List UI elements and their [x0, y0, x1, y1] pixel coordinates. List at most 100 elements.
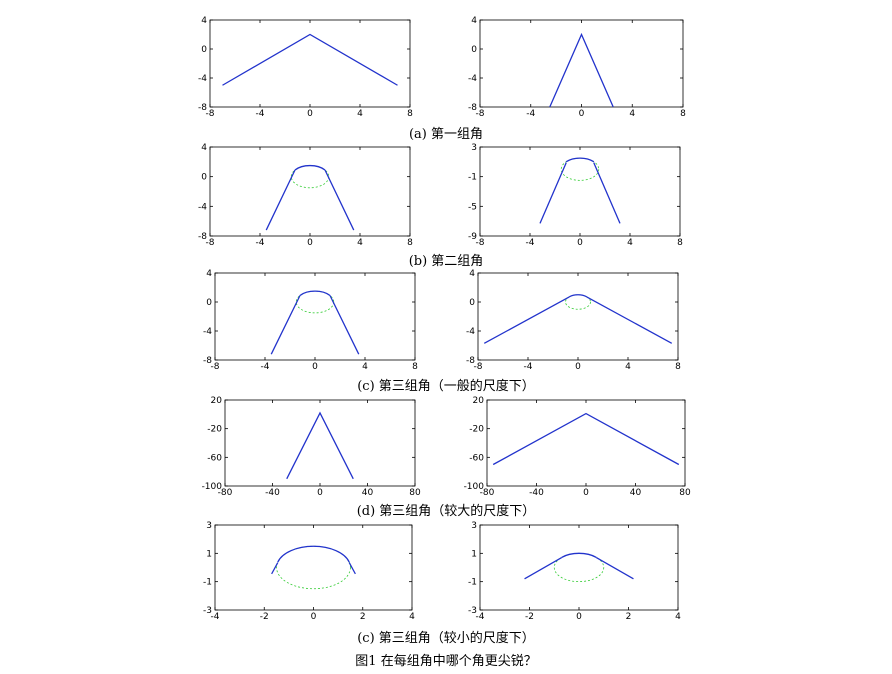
caption-row-e: (c) 第三组角（较小的尺度下） [357, 631, 535, 646]
corner-arc [561, 552, 597, 558]
x-tick-label: 40 [362, 488, 374, 498]
x-tick-label: 8 [680, 109, 686, 119]
x-tick-label: -40 [529, 488, 544, 498]
osculating-circle [565, 294, 591, 310]
y-tick-label: 3 [206, 521, 212, 531]
x-tick-label: 0 [577, 238, 583, 248]
y-tick-label: 0 [469, 298, 475, 308]
y-tick-label: -4 [466, 327, 475, 337]
plot-frame [209, 19, 411, 108]
corner-line [549, 32, 614, 108]
x-tick-label: -4 [476, 612, 485, 622]
x-tick-label: 4 [409, 612, 415, 622]
y-tick-label: -60 [469, 453, 484, 463]
x-tick-label: -8 [476, 109, 485, 119]
x-tick-label: 4 [362, 362, 368, 372]
y-tick-label: -1 [468, 578, 477, 588]
y-tick-label: -8 [466, 356, 475, 366]
y-tick-label: -8 [198, 232, 207, 242]
x-tick-label: 0 [575, 362, 581, 372]
chart-c-left: -8 -4 0 4 8 4 0 -4 -8 [203, 269, 418, 372]
corner-line-right [596, 557, 634, 580]
x-tick-label: 0 [312, 362, 318, 372]
corner-line-left [271, 562, 279, 575]
x-tick-label: 4 [357, 238, 363, 248]
corner-arc [299, 290, 331, 297]
y-tick-label: -4 [198, 74, 207, 84]
caption-row-b: (b) 第二组角 [408, 254, 484, 269]
x-tick-label: 4 [625, 362, 631, 372]
corner-line [222, 33, 398, 86]
corner-arc [294, 164, 326, 171]
y-tick-label: -20 [469, 425, 484, 435]
y-tick-label: 3 [471, 521, 477, 531]
x-tick-label: -4 [526, 238, 535, 248]
corner-line-left [265, 169, 296, 231]
x-tick-label: 2 [626, 612, 632, 622]
x-tick-label: 4 [627, 238, 633, 248]
x-tick-label: 8 [677, 238, 683, 248]
x-tick-label: 0 [576, 612, 582, 622]
corner-line-right [329, 295, 360, 355]
x-tick-label: 4 [629, 109, 635, 119]
y-tick-label: 20 [473, 396, 485, 406]
y-tick-label: -8 [203, 356, 212, 366]
x-tick-label: -80 [218, 488, 233, 498]
y-tick-label: 4 [201, 143, 207, 153]
x-tick-label: -80 [480, 488, 495, 498]
x-tick-label: 0 [579, 109, 585, 119]
x-tick-label: -40 [265, 488, 280, 498]
caption-row-a: (a) 第一组角 [408, 127, 484, 142]
x-tick-label: -4 [261, 362, 270, 372]
x-tick-label: -8 [211, 362, 220, 372]
x-tick-label: 40 [630, 488, 642, 498]
plot-frame [214, 524, 413, 611]
x-tick-label: -8 [206, 238, 215, 248]
x-tick-label: 4 [675, 612, 681, 622]
x-tick-label: -4 [524, 362, 533, 372]
y-tick-label: -8 [198, 103, 207, 113]
x-tick-label: 8 [675, 362, 681, 372]
y-tick-label: 4 [471, 16, 477, 26]
x-tick-label: 0 [307, 238, 313, 248]
y-tick-label: -9 [468, 232, 477, 242]
y-tick-label: 0 [471, 45, 477, 55]
y-tick-label: 20 [211, 396, 223, 406]
x-tick-label: -8 [474, 362, 483, 372]
figure-caption: 图1 在每组角中哪个角更尖锐？ [355, 654, 537, 669]
y-tick-label: -100 [202, 482, 223, 492]
y-tick-label: 1 [206, 549, 212, 559]
y-tick-label: -60 [207, 453, 222, 463]
y-tick-label: 0 [201, 45, 207, 55]
x-tick-label: 0 [307, 109, 313, 119]
corner-line-right [593, 162, 621, 224]
y-tick-label: -8 [468, 103, 477, 113]
corner-line-left [539, 162, 567, 224]
x-tick-label: 4 [357, 109, 363, 119]
y-tick-label: -4 [198, 202, 207, 212]
x-tick-label: 8 [407, 238, 413, 248]
chart-b-right: -8 -4 0 4 8 3 -1 -5 -9 [468, 143, 683, 248]
x-tick-label: -2 [260, 612, 269, 622]
osculating-circle [560, 157, 600, 181]
chart-a-right: -8 -4 0 4 8 4 0 -4 -8 [468, 16, 686, 119]
chart-d-left: -80 -40 0 40 80 20 -20 -60 -100 [202, 396, 421, 498]
y-tick-label: -3 [203, 606, 212, 616]
x-tick-label: -4 [256, 238, 265, 248]
x-tick-label: -4 [211, 612, 220, 622]
plot-frame [209, 146, 411, 237]
x-tick-label: 80 [409, 488, 421, 498]
corner-line-right [324, 169, 355, 231]
plot-frame [479, 146, 681, 237]
caption-row-d: (d) 第三组角（较大的尺度下） [356, 504, 536, 519]
y-tick-label: 3 [471, 143, 477, 153]
plot-frame [477, 272, 679, 361]
y-tick-label: 0 [206, 298, 212, 308]
y-tick-label: 1 [471, 549, 477, 559]
y-tick-label: -20 [207, 425, 222, 435]
corner-arc [568, 294, 588, 298]
corner-line-left [483, 296, 570, 344]
y-tick-label: 4 [469, 269, 475, 279]
